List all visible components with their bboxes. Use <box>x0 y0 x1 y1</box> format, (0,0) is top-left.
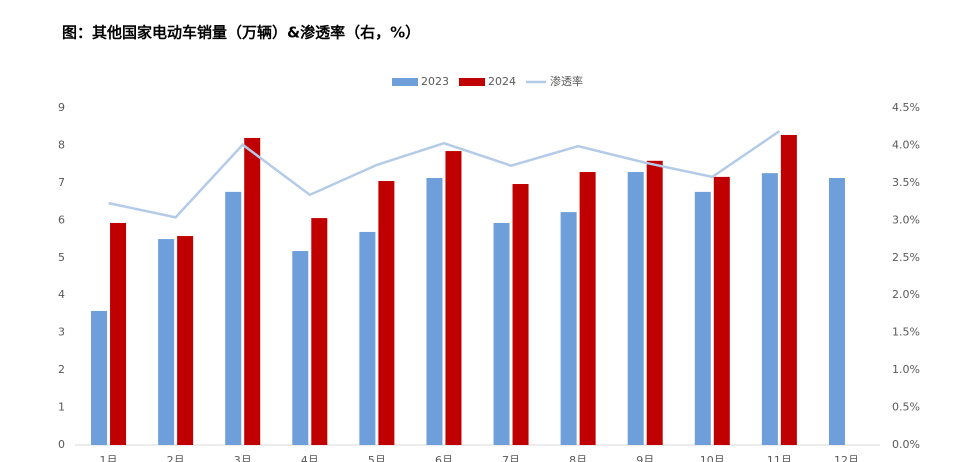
bar <box>378 181 395 445</box>
y-tick-label: 9 <box>58 101 65 114</box>
bar <box>158 239 175 445</box>
y2-tick-label: 4.5% <box>892 101 920 114</box>
legend-label: 2024 <box>488 75 516 88</box>
bar <box>694 191 711 445</box>
x-tick-label: 4月 <box>301 454 319 462</box>
bar <box>512 184 529 446</box>
y2-tick-label: 2.5% <box>892 251 920 264</box>
x-tick-label: 11月 <box>767 454 792 462</box>
bar <box>311 218 328 445</box>
x-tick-label: 12月 <box>834 454 859 462</box>
chart-title: 图：其他国家电动车销量（万辆）&渗透率（右，%） <box>62 24 420 42</box>
y-tick-label: 6 <box>58 213 65 226</box>
y-tick-label: 1 <box>58 401 65 414</box>
bar <box>110 222 127 445</box>
x-tick-label: 10月 <box>700 454 725 462</box>
bar <box>713 176 730 446</box>
bar <box>493 222 510 445</box>
x-tick-label: 7月 <box>502 454 520 462</box>
y2-tick-label: 4.0% <box>892 138 920 151</box>
bar <box>579 172 596 445</box>
x-tick-label: 6月 <box>435 454 453 462</box>
bar <box>426 178 443 445</box>
bar <box>780 134 797 445</box>
bar <box>244 137 261 445</box>
y-tick-label: 3 <box>58 326 65 339</box>
x-tick-label: 5月 <box>368 454 386 462</box>
y-tick-label: 8 <box>58 138 65 151</box>
y-tick-label: 5 <box>58 251 65 264</box>
y-tick-label: 4 <box>58 288 65 301</box>
legend-swatch <box>459 78 485 86</box>
bar <box>646 160 663 445</box>
y-tick-label: 7 <box>58 176 65 189</box>
bar <box>359 231 376 445</box>
x-tick-label: 9月 <box>636 454 654 462</box>
x-tick-label: 2月 <box>167 454 185 462</box>
y2-tick-label: 3.5% <box>892 176 920 189</box>
bar <box>177 236 194 445</box>
bar <box>828 178 845 445</box>
bar <box>292 251 309 445</box>
y2-tick-label: 0.0% <box>892 438 920 451</box>
y2-tick-label: 3.0% <box>892 213 920 226</box>
y2-tick-label: 0.5% <box>892 401 920 414</box>
y2-tick-label: 1.5% <box>892 326 920 339</box>
bar <box>91 310 108 445</box>
y2-tick-label: 2.0% <box>892 288 920 301</box>
x-tick-label: 3月 <box>234 454 252 462</box>
y2-tick-label: 1.0% <box>892 363 920 376</box>
legend-label: 渗透率 <box>550 74 583 88</box>
bar <box>761 173 778 446</box>
bar <box>225 191 242 445</box>
y-tick-label: 0 <box>58 438 65 451</box>
legend-label: 2023 <box>421 75 449 88</box>
bar <box>445 151 462 446</box>
bar <box>627 172 644 445</box>
x-tick-label: 8月 <box>569 454 587 462</box>
y-tick-label: 2 <box>58 363 65 376</box>
line <box>108 130 781 219</box>
x-tick-label: 1月 <box>100 454 118 462</box>
legend-swatch <box>392 78 418 86</box>
bar <box>560 212 577 445</box>
